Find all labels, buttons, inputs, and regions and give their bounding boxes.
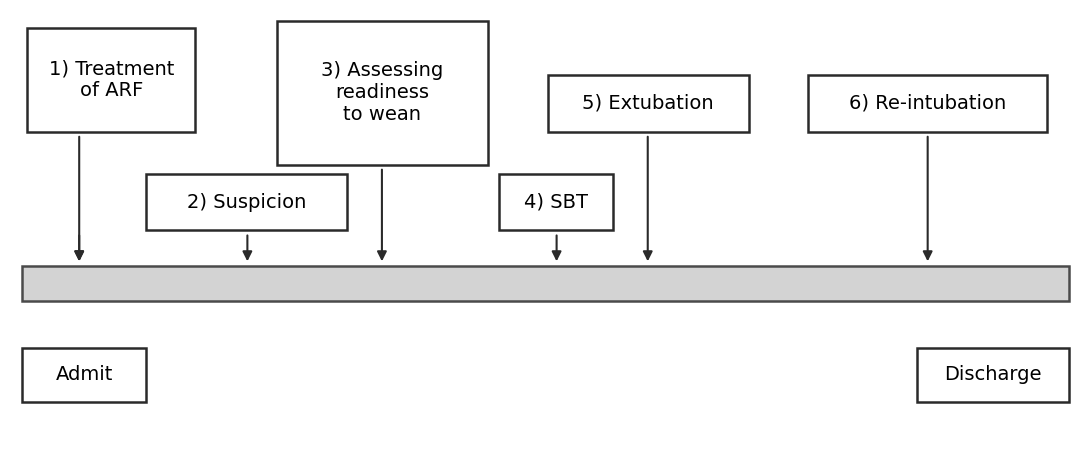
FancyBboxPatch shape bbox=[499, 174, 613, 230]
FancyBboxPatch shape bbox=[22, 266, 1069, 301]
FancyBboxPatch shape bbox=[27, 28, 195, 132]
Text: 1) Treatment
of ARF: 1) Treatment of ARF bbox=[49, 59, 174, 101]
FancyBboxPatch shape bbox=[808, 75, 1047, 132]
FancyBboxPatch shape bbox=[22, 348, 146, 402]
Text: 2) Suspicion: 2) Suspicion bbox=[187, 193, 307, 212]
Text: 3) Assessing
readiness
to wean: 3) Assessing readiness to wean bbox=[321, 61, 444, 125]
Text: Admit: Admit bbox=[55, 365, 113, 384]
FancyBboxPatch shape bbox=[277, 21, 488, 164]
FancyBboxPatch shape bbox=[548, 75, 749, 132]
Text: 6) Re-intubation: 6) Re-intubation bbox=[850, 94, 1006, 113]
FancyBboxPatch shape bbox=[146, 174, 347, 230]
FancyBboxPatch shape bbox=[917, 348, 1069, 402]
Text: 4) SBT: 4) SBT bbox=[524, 193, 588, 212]
Text: Discharge: Discharge bbox=[944, 365, 1042, 384]
Text: 5) Extubation: 5) Extubation bbox=[583, 94, 714, 113]
